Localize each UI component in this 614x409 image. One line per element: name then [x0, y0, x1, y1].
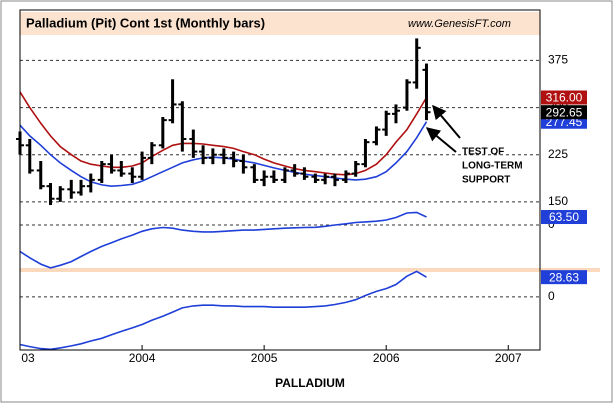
x-tick-label: 2006 — [373, 351, 400, 365]
series-line — [19, 270, 427, 351]
x-tick-label: 03 — [21, 351, 35, 365]
last-value-box — [541, 90, 587, 105]
series-line — [19, 91, 428, 176]
x-tick-label: 2004 — [129, 351, 156, 365]
annotation: SUPPORT — [462, 175, 510, 186]
plot-frame — [19, 9, 541, 351]
y-tick-label: 375 — [548, 53, 568, 67]
plot-layer: 15022530037500032004200520062007 — [16, 38, 568, 365]
last-value-label: 28.63 — [549, 270, 579, 284]
x-tick-label: 2005 — [251, 351, 278, 365]
watermark: www.GenesisFT.com — [408, 18, 511, 30]
y-tick-label: 0 — [548, 289, 555, 303]
arrow — [425, 127, 457, 153]
arrow — [432, 104, 461, 139]
last-value-box — [541, 105, 587, 120]
y-tick-label: 225 — [548, 147, 568, 161]
last-value-label: 292.65 — [546, 105, 583, 119]
x-tick-label: 2007 — [495, 351, 522, 365]
series-line — [19, 211, 427, 269]
chart-title: Palladium (Pit) Cont 1st (Monthly bars) — [26, 15, 265, 30]
title-band — [20, 12, 540, 35]
last-value-label: 316.00 — [546, 91, 583, 105]
last-value-label: 63.50 — [549, 210, 579, 224]
y-tick-label: 150 — [548, 194, 568, 208]
annotation: TEST OF — [462, 147, 504, 158]
annotation: LONG-TERM — [462, 161, 523, 172]
y-tick-label: 0 — [548, 217, 555, 231]
last-value-box — [541, 270, 587, 285]
x-axis-label: PALLADIUM — [275, 376, 345, 390]
last-value-box — [541, 210, 587, 225]
